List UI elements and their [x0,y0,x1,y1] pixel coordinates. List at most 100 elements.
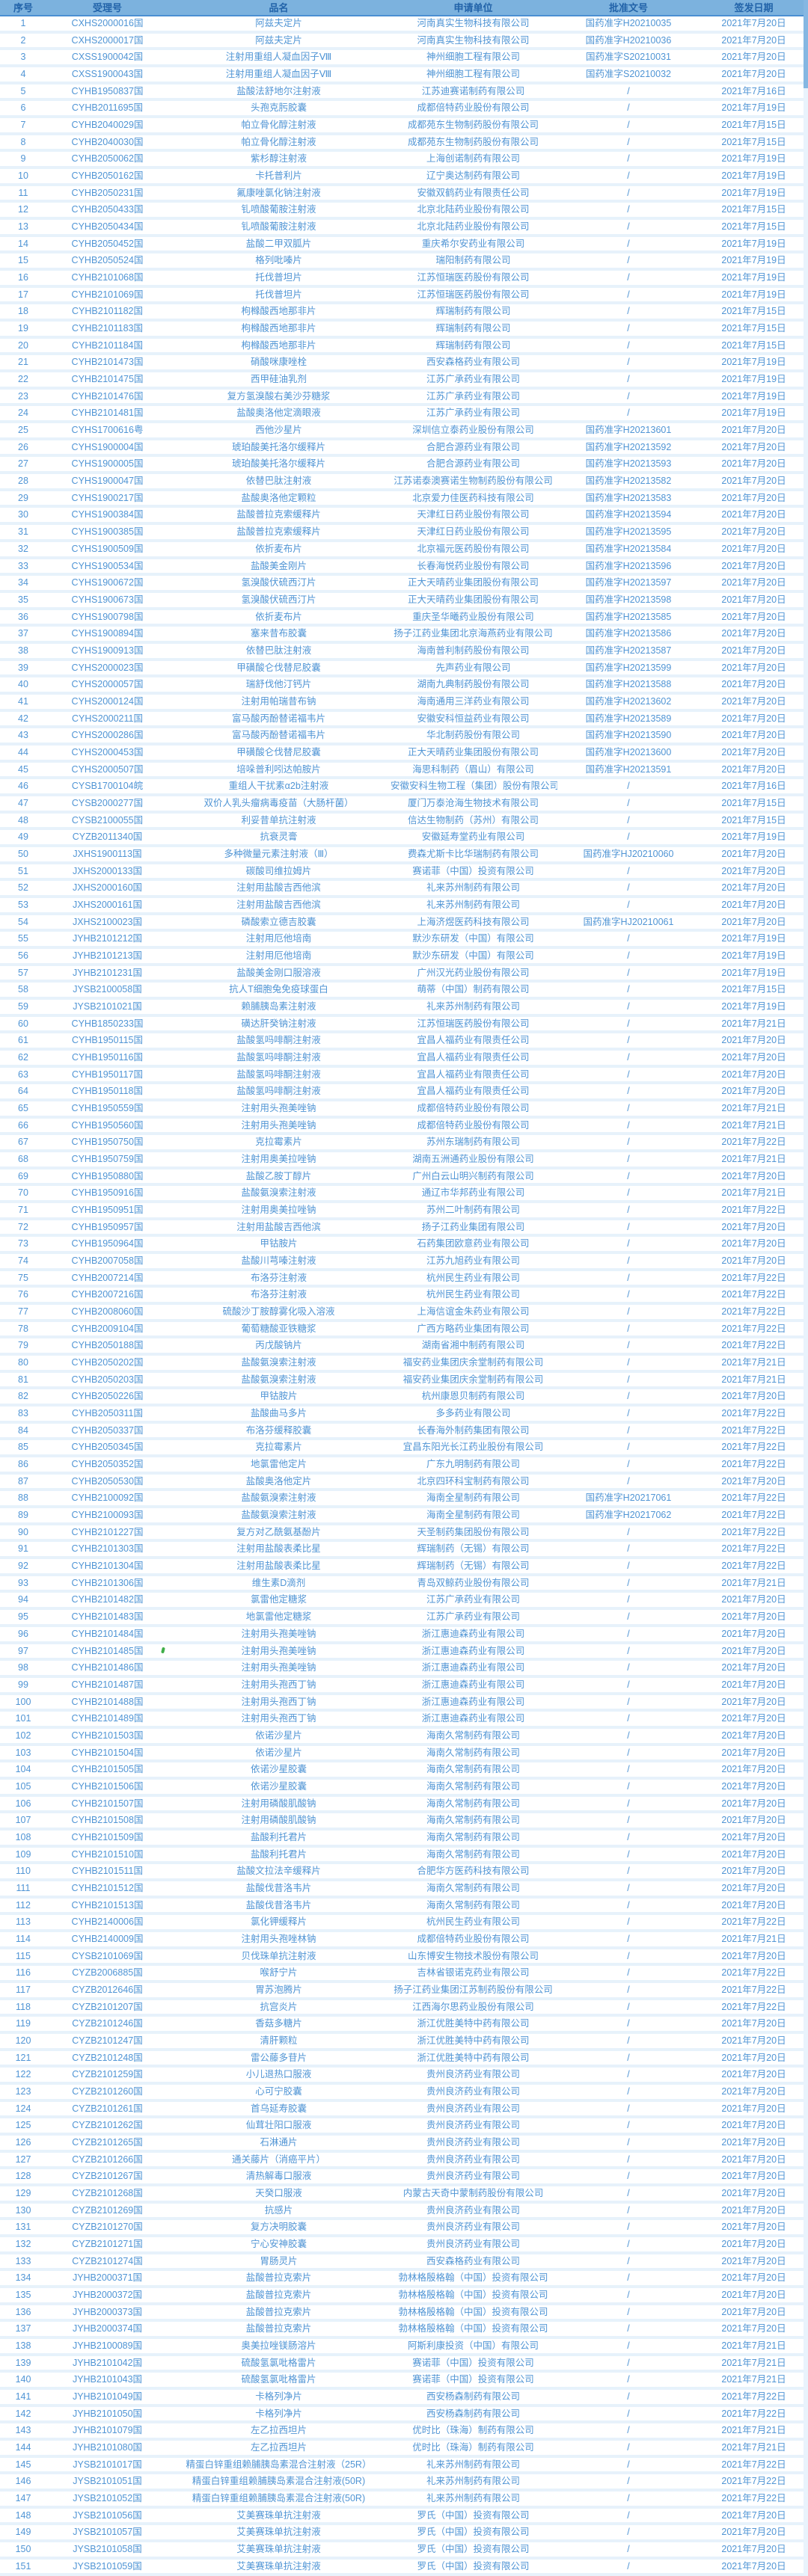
cell-acceptance-no: JYHB2101050国 [46,2405,168,2424]
cell-approval-no: / [557,1337,700,1356]
cell-product-name: 盐酸美金刚口服溶液 [168,964,389,983]
table-row: 121 CYZB2101248国 雷公藤多苷片 浙江优胜美特中药有限公司/2021年7… [0,2049,808,2068]
cell-approval-no: / [557,930,700,949]
cell-product-name: 盐酸法舒地尔注射液 [168,82,389,102]
table-row: 88 CYHB2100092国 盐酸氨溴索注射液 海南全星制药有限公司 国药准字H202… [0,1490,808,1509]
cell-applicant: 江苏迪赛诺制药有限公司 [389,82,557,102]
table-row: 30 CYHS1900384国 盐酸普拉克索缓释片 天津红日药业股份有限公司 国药准字H… [0,506,808,526]
cell-acceptance-no: CXHS2000016国 [46,16,168,34]
cell-issue-date: 2021年7月22日 [700,1558,808,1576]
cell-issue-date: 2021年7月20日 [700,489,808,508]
cell-index: 30 [0,506,46,526]
table-row: 48 CYSB2100055国 利妥昔单抗注射液 信达生物制药（苏州）有限公司/202… [0,811,808,831]
cell-issue-date: 2021年7月22日 [700,1507,808,1525]
cell-issue-date: 2021年7月20日 [700,1812,808,1830]
cell-acceptance-no: CYHS2000057国 [46,676,168,695]
cell-index: 8 [0,133,46,153]
table-row: 142 JYHB2101050国 卡格列净片 西安杨森制药有限公司/2021年7月22… [0,2405,808,2424]
cell-issue-date: 2021年7月19日 [700,354,808,373]
cell-product-name: 帕立骨化醇注射液 [168,133,389,153]
cell-index: 143 [0,2422,46,2441]
table-row: 41 CYHS2000124国 注射用帕瑞昔布钠 海南通用三洋药业有限公司 国药准字H2… [0,692,808,712]
cell-index: 67 [0,1134,46,1152]
table-body: 1 CXHS2000016国 阿兹夫定片 河南真实生物科技有限公司 国药准字H20210… [0,16,808,2576]
cell-applicant: 浙江惠迪森药业有限公司 [389,1676,557,1695]
cell-product-name: 复方对乙酰氨基酚片 [168,1523,389,1543]
cell-product-name: 艾美赛珠单抗注射液 [168,2506,389,2526]
cell-index: 48 [0,811,46,831]
cell-index: 53 [0,896,46,915]
cell-issue-date: 2021年7月22日 [700,1405,808,1424]
table-row: 26 CYHS1900004国 琥珀酸美托洛尔缓释片 合肥合源药业有限公司 国药准字H2… [0,438,808,458]
cell-product-name: 艾美赛珠单抗注射液 [168,2541,389,2560]
cell-applicant: 福安药业集团庆余堂制药有限公司 [389,1371,557,1390]
cell-applicant: 江苏恒瑞医药股份有限公司 [389,286,557,305]
cell-index: 3 [0,49,46,67]
cell-approval-no: / [557,2133,700,2153]
cell-applicant: 杭州民生药业有限公司 [389,1269,557,1288]
table-row: 67 CYHB1950750国 克拉霉素片 苏州东瑞制药有限公司/2021年7月22日 [0,1134,808,1152]
table-row: 7 CYHB2040029国 帕立骨化醇注射液 成都苑东生物制药股份有限公司/2021… [0,117,808,135]
cell-index: 78 [0,1320,46,1339]
table-row: 37 CYHS1900894国 塞来昔布胶囊 扬子江药业集团北京海燕药业有限公司 国药准… [0,625,808,644]
cell-applicant: 浙江优胜美特中药有限公司 [389,2015,557,2034]
table-row: 103 CYHB2101504国 依诺沙星片 海南久常制药有限公司/2021年7月20… [0,1744,808,1763]
cell-index: 115 [0,1947,46,1967]
table-row: 56 JYHB2101213国 注射用厄他培南 默沙东研发（中国）有限公司/2021年… [0,947,808,966]
cell-issue-date: 2021年7月20日 [700,1744,808,1763]
cell-product-name: 盐酸氨溴索注射液 [168,1507,389,1525]
cell-issue-date: 2021年7月20日 [700,66,808,84]
cell-applicant: 天圣制药集团股份有限公司 [389,1523,557,1543]
table-row: 5 CYHB1950837国 盐酸法舒地尔注射液 江苏迪赛诺制药有限公司/2021年7… [0,82,808,102]
cell-applicant: 苏州二叶制药有限公司 [389,1202,557,1220]
cell-applicant: 浙江惠迪森药业有限公司 [389,1642,557,1662]
cell-product-name: 精蛋白锌重组赖脯胰岛素混合注射液(50R) [168,2490,389,2509]
table-row: 93 CYHB2101306国 维生素D滴剂 青岛双鲸药业股份有限公司/2021年7月… [0,1574,808,1593]
cell-index: 85 [0,1439,46,1458]
cell-applicant: 海南久常制药有限公司 [389,1761,557,1780]
cell-index: 105 [0,1777,46,1797]
cell-index: 14 [0,235,46,254]
cell-acceptance-no: CYHB2050433国 [46,201,168,221]
table-row: 131 CYZB2101270国 复方决明胶囊 贵州良济药业有限公司/2021年7月2… [0,2219,808,2237]
cell-issue-date: 2021年7月20日 [700,659,808,678]
table-row: 132 CYZB2101271国 宁心安神胶囊 贵州良济药业有限公司/2021年7月2… [0,2236,808,2254]
cell-product-name: 富马酸丙酚替诺福韦片 [168,710,389,729]
table-row: 148 JYSB2101056国 艾美赛珠单抗注射液 罗氏（中国）投资有限公司/202… [0,2506,808,2526]
cell-product-name: 盐酸伐昔洛韦片 [168,1879,389,1899]
cell-acceptance-no: JYSB2101052国 [46,2490,168,2509]
table-row: 46 CYSB1700104皖 重组人干扰素α2b注射液 安徽安科生物工程（集团）股份… [0,778,808,796]
cell-applicant: 安徽安科恒益药业有限公司 [389,710,557,729]
cell-index: 56 [0,947,46,966]
cell-applicant: 江苏恒瑞医药股份有限公司 [389,269,557,288]
cell-index: 76 [0,1286,46,1306]
cell-approval-no: 国药准字H20217062 [557,1507,700,1525]
cell-approval-no: / [557,1964,700,1983]
cell-applicant: 阿斯利康投资（中国）有限公司 [389,2337,557,2356]
cell-applicant: 杭州民生药业有限公司 [389,1286,557,1306]
cell-acceptance-no: JYHB2100089国 [46,2337,168,2356]
cell-approval-no: / [557,1676,700,1695]
cell-index: 44 [0,743,46,763]
cell-approval-no: / [557,252,700,271]
cell-index: 79 [0,1337,46,1356]
table-row: 55 JYHB2101212国 注射用厄他培南 默沙东研发（中国）有限公司/2021年… [0,930,808,949]
cell-applicant: 安徽安科生物工程（集团）股份有限公司 [389,778,557,796]
cell-issue-date: 2021年7月20日 [700,1048,808,1068]
cell-acceptance-no: CYHB2101304国 [46,1558,168,1576]
cell-index: 18 [0,303,46,322]
table-row: 139 JYHB2101042国 硫酸氢氯吡格雷片 赛诺菲（中国）投资有限公司/202… [0,2354,808,2373]
scrollbar-thumb[interactable] [804,0,808,88]
scrollbar-track[interactable] [804,0,808,2575]
cell-product-name: 盐酸利托君片 [168,1828,389,1848]
cell-acceptance-no: JXHS2100023国 [46,913,168,932]
cell-index: 145 [0,2456,46,2475]
cell-acceptance-no: CYHB2101486国 [46,1659,168,1678]
cell-approval-no: 国药准字H20213596 [557,557,700,577]
table-row: 53 JXHS2000161国 注射用盐酸吉西他滨 礼来苏州制药有限公司/2021年7… [0,896,808,915]
table-row: 42 CYHS2000211国 富马酸丙酚替诺福韦片 安徽安科恒益药业有限公司 国药准字… [0,710,808,729]
cell-issue-date: 2021年7月22日 [700,1439,808,1458]
cell-issue-date: 2021年7月20日 [700,540,808,559]
cell-acceptance-no: CYHS1700616粤 [46,422,168,440]
table-row: 90 CYHB2101227国 复方对乙酰氨基酚片 天圣制药集团股份有限公司/2021… [0,1523,808,1543]
